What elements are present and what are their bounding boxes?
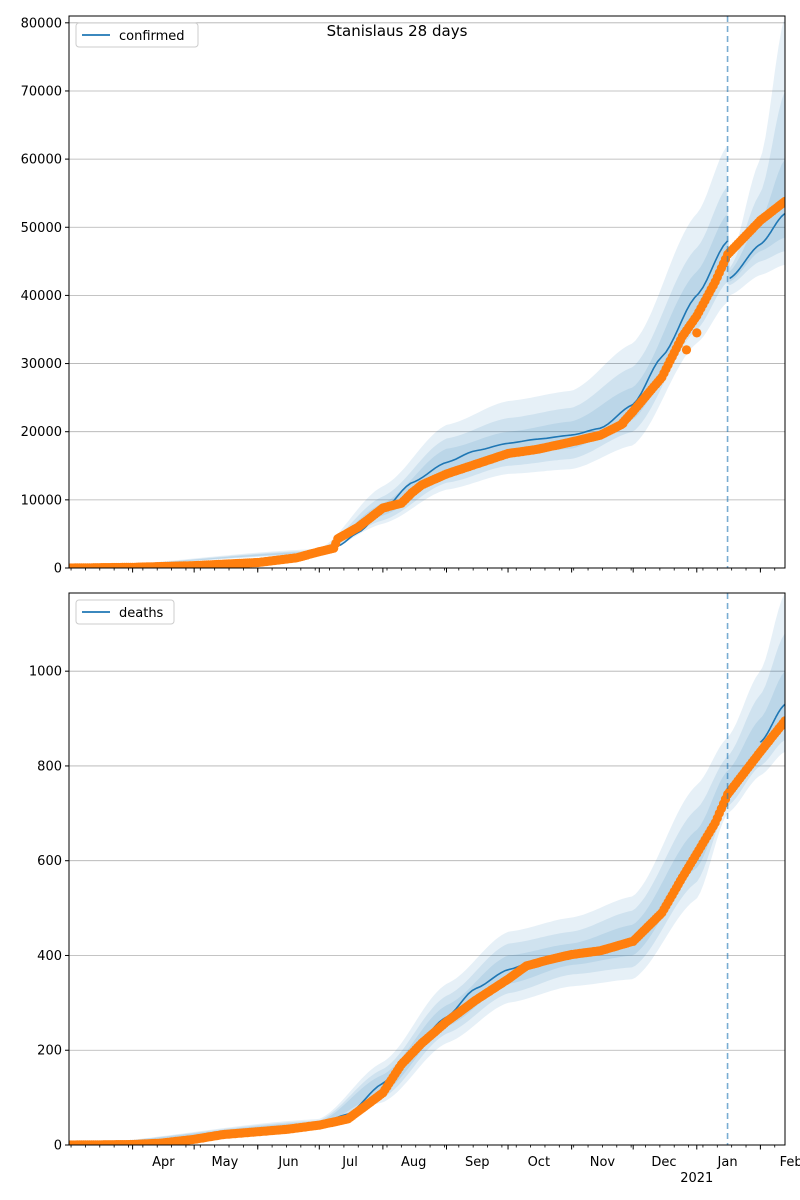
y-tick-label: 80000: [21, 16, 62, 31]
y-tick-label: 60000: [21, 153, 62, 168]
model-line: [759, 703, 785, 743]
legend-label: confirmed: [119, 29, 185, 44]
x-tick-label: Jan: [717, 1155, 738, 1170]
uncertainty-band: [69, 91, 785, 568]
y-tick-label: 0: [54, 562, 62, 577]
y-tick-label: 10000: [21, 493, 62, 508]
legend-label: deaths: [119, 606, 164, 621]
y-tick-label: 400: [37, 949, 62, 964]
y-tick-label: 40000: [21, 289, 62, 304]
axes-frame: [68, 592, 786, 1146]
y-tick-label: 0: [54, 1139, 62, 1154]
y-tick-label: 600: [37, 854, 62, 869]
confirmed-panel: 0 10000 20000 30000 40000 50000 60000 70000 8000…: [21, 15, 786, 577]
plot-area: [69, 16, 785, 568]
deaths-panel: 0 200 400 600 800 1000 Apr May Jun Jul Aug Sep Oct No…: [29, 592, 800, 1186]
y-tick-label: 20000: [21, 425, 62, 440]
y-tick-label: 50000: [21, 221, 62, 236]
observed-point: [780, 196, 785, 206]
x-tick-label: Jul: [341, 1155, 358, 1170]
x-tick-label: Aug: [401, 1155, 426, 1170]
y-tick-label: 800: [37, 759, 62, 774]
x-tick-label: Jun: [277, 1155, 298, 1170]
y-tick-label: 1000: [29, 665, 62, 680]
x-tick-label: Nov: [590, 1155, 616, 1170]
axes-frame: [68, 15, 786, 569]
legend-box: [75, 599, 175, 625]
x-tick-label: Feb: [780, 1155, 800, 1170]
y-tick-label: 30000: [21, 357, 62, 372]
legend-box: [75, 22, 199, 48]
y-tick-label: 70000: [21, 84, 62, 99]
x-tick-label: Oct: [528, 1155, 550, 1170]
x-tick-label: Sep: [465, 1155, 490, 1170]
observed-outlier: [618, 418, 628, 429]
observed-outlier: [681, 345, 692, 355]
figure-title: Stanislaus 28 days: [327, 22, 468, 40]
observed-outlier: [692, 328, 702, 338]
observed-point: [780, 716, 785, 726]
x-tick-label: Apr: [152, 1155, 175, 1170]
plot-area: [69, 593, 785, 1145]
x-tick-label: May: [211, 1155, 238, 1170]
model-line: [729, 213, 785, 280]
x-year-label: 2021: [680, 1171, 713, 1186]
x-tick-label: Dec: [651, 1155, 676, 1170]
y-tick-label: 200: [37, 1044, 62, 1059]
